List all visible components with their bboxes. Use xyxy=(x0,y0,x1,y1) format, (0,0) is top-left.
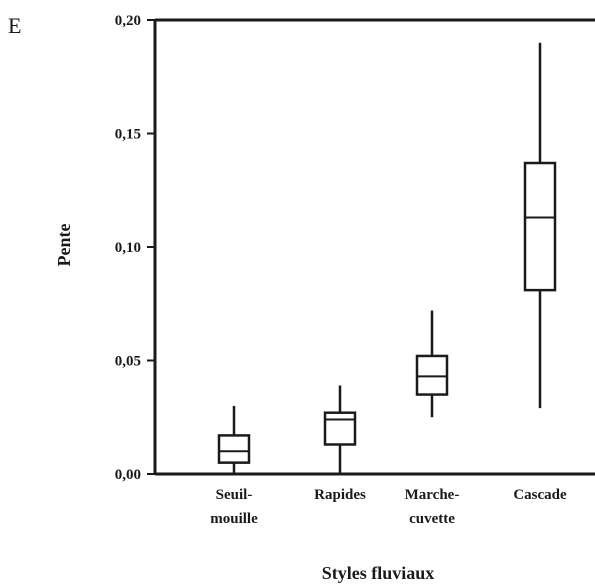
x-category-label: Cascade xyxy=(513,487,567,503)
x-category-label: Seuil- xyxy=(216,487,253,503)
x-axis-category-labels: Seuil-mouille Rapides Marche-cuvette Cascad… xyxy=(210,487,567,527)
y-tick-label: 0,20 xyxy=(115,13,141,29)
iqr-box xyxy=(217,434,251,464)
y-axis-title: Pente xyxy=(54,224,74,267)
y-tick-label: 0,15 xyxy=(115,127,141,143)
x-category-label: Rapides xyxy=(314,487,366,503)
x-axis-title: Styles fluviaux xyxy=(322,563,435,583)
iqr-box xyxy=(415,354,449,396)
iqr-box xyxy=(323,411,357,446)
x-category-label: Marche- xyxy=(405,487,460,503)
iqr-box xyxy=(523,161,557,292)
y-tick-label: 0,00 xyxy=(115,467,141,483)
y-axis-ticks: 0,00 0,05 0,10 0,15 0,20 xyxy=(115,13,155,483)
box-group xyxy=(523,42,557,409)
x-category-label: mouille xyxy=(210,511,258,527)
y-tick-label: 0,05 xyxy=(115,354,141,370)
box-series xyxy=(217,42,557,474)
box-group xyxy=(415,310,449,418)
panel-label: E xyxy=(8,13,21,38)
x-category-label: cuvette xyxy=(409,511,455,527)
box-group xyxy=(217,405,251,474)
box-group xyxy=(323,385,357,474)
y-tick-label: 0,10 xyxy=(115,240,141,256)
